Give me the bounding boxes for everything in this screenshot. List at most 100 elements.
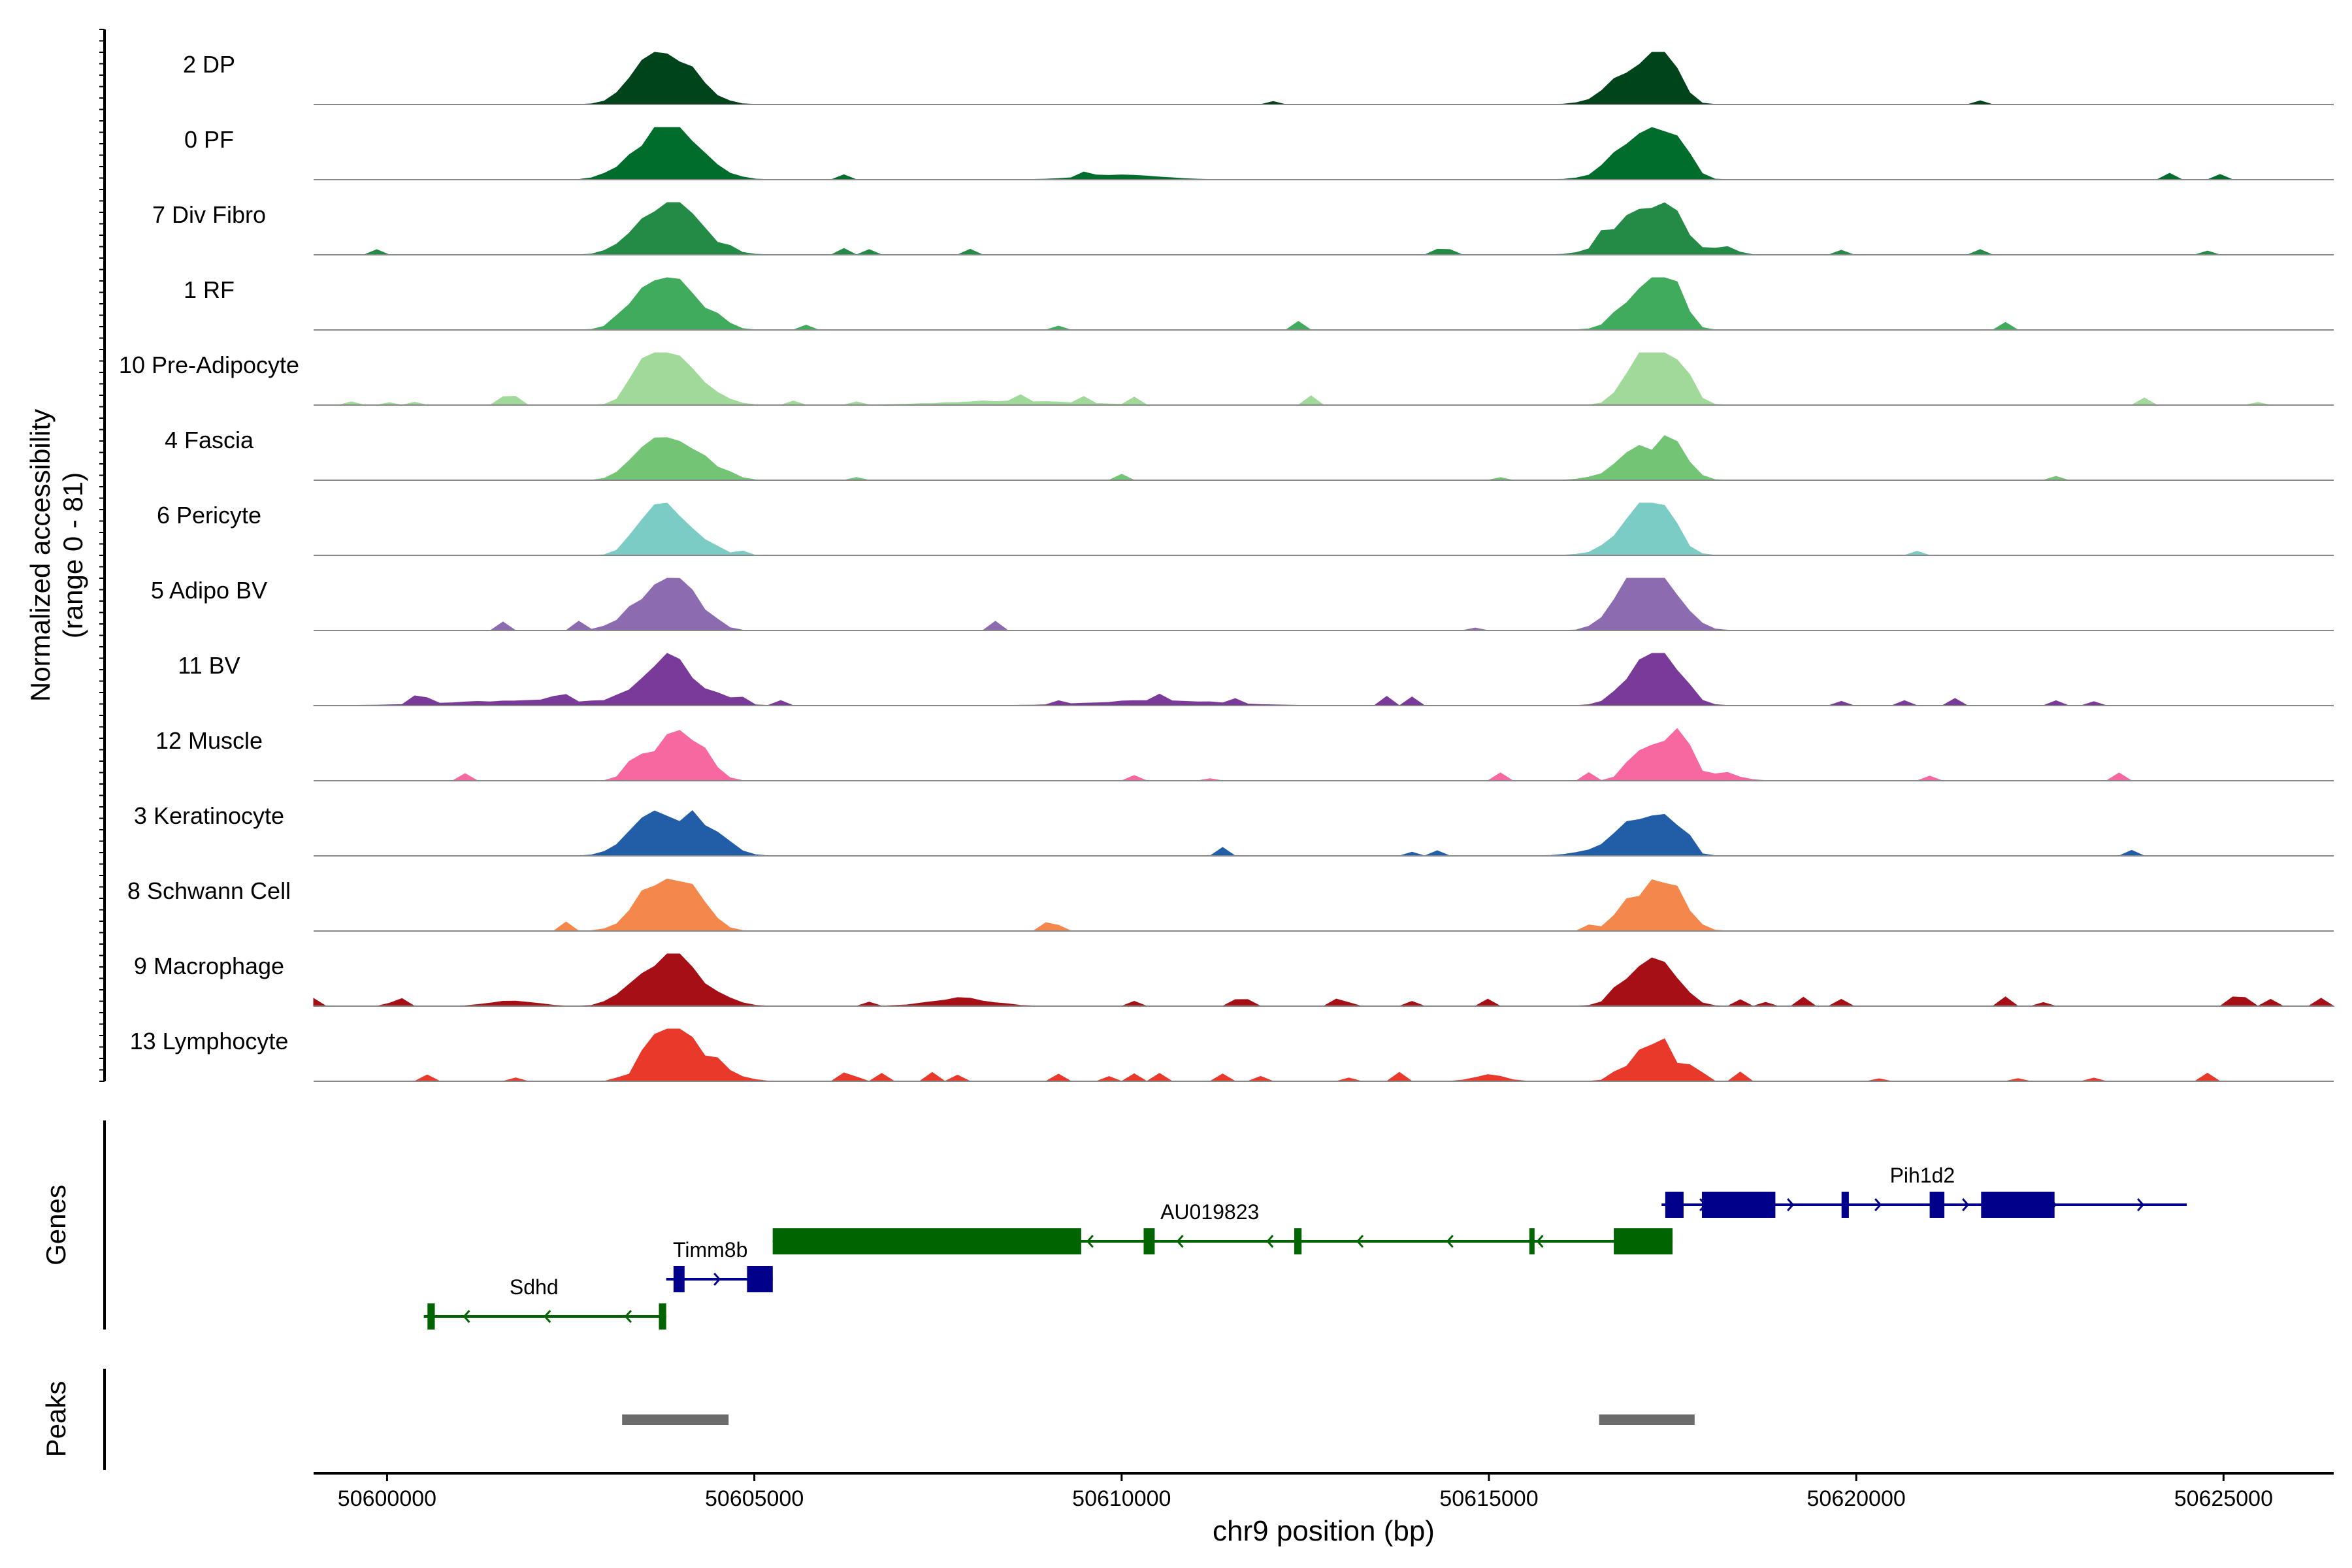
x-ticks: 50600000 50605000 50610000 50615000 50620000… — [338, 1473, 2273, 1511]
coverage-area — [314, 578, 2334, 631]
x-tick-label: 50600000 — [338, 1486, 436, 1511]
coverage-track: 6 Pericyte — [157, 502, 2334, 556]
x-axis: 50600000 50605000 50610000 50615000 50620000… — [314, 1472, 2334, 1547]
track-label: 3 Keratinocyte — [134, 802, 284, 829]
gene-exon — [1929, 1192, 1945, 1218]
strand-arrow — [544, 1310, 551, 1323]
strand-arrow — [1536, 1235, 1544, 1248]
track-label: 4 Fascia — [165, 427, 254, 453]
gene-exon — [673, 1266, 685, 1292]
coverage-y-ticks — [99, 29, 105, 1082]
coverage-track: 9 Macrophage — [134, 953, 2335, 1007]
coverage-area — [314, 127, 2334, 180]
coverage-area — [314, 277, 2334, 331]
coverage-area — [314, 878, 2334, 932]
coverage-area — [313, 953, 2335, 1007]
coverage-track: 10 Pre-Adipocyte — [119, 351, 2334, 406]
coverage-panel: Normalized accessibility (range 0 - 81) … — [25, 29, 2335, 1082]
gene-exon — [747, 1266, 773, 1292]
coverage-track: 7 Div Fibro — [152, 201, 2334, 255]
coverage-area — [314, 502, 2334, 556]
strand-arrow — [1266, 1235, 1274, 1248]
track-label: 13 Lymphocyte — [130, 1028, 289, 1054]
coverage-area — [314, 728, 2334, 781]
coverage-area — [313, 653, 2334, 706]
track-label: 2 DP — [183, 51, 235, 78]
strand-arrow — [1356, 1235, 1364, 1248]
gene-exon — [1702, 1192, 1776, 1218]
genes-panel-label: Genes — [41, 1184, 71, 1266]
track-label: 5 Adipo BV — [151, 577, 267, 604]
strand-arrow — [1962, 1198, 1970, 1211]
gene-models: Sdhd Timm8b AU019823 Pih1d2 — [423, 1164, 2187, 1330]
y-axis-label-range: (range 0 - 81) — [57, 472, 88, 638]
coverage-track: 13 Lymphocyte — [130, 1028, 2334, 1082]
track-label: 0 PF — [184, 126, 234, 153]
x-tick-label: 50605000 — [705, 1486, 804, 1511]
peak-region-bar — [1599, 1414, 1695, 1425]
strand-arrow — [1446, 1235, 1454, 1248]
coverage-track: 5 Adipo BV — [151, 577, 2334, 631]
coverage-track: 1 RF — [184, 276, 2334, 331]
x-tick-label: 50610000 — [1072, 1486, 1171, 1511]
gene-label: Pih1d2 — [1890, 1164, 1955, 1187]
coverage-area — [314, 434, 2334, 481]
gene-exon — [1614, 1228, 1673, 1254]
coverage-area — [314, 52, 2334, 105]
track-label: 9 Macrophage — [134, 953, 284, 979]
coverage-track: 2 DP — [183, 51, 2334, 105]
x-tick-label: 50620000 — [1807, 1486, 1906, 1511]
track-label: 1 RF — [184, 276, 235, 303]
coverage-track: 4 Fascia — [165, 427, 2334, 481]
x-axis-label: chr9 position (bp) — [1213, 1515, 1435, 1547]
gene-model: Timm8b — [666, 1238, 773, 1292]
track-label: 12 Muscle — [155, 727, 263, 754]
coverage-track: 3 Keratinocyte — [134, 802, 2334, 857]
strand-arrow — [624, 1310, 632, 1323]
peaks-panel-label: Peaks — [41, 1381, 71, 1458]
gene-label: AU019823 — [1160, 1200, 1259, 1224]
gene-exon — [1529, 1228, 1535, 1254]
track-label: 11 BV — [178, 652, 240, 679]
gene-exon — [1143, 1228, 1155, 1254]
strand-arrow — [463, 1310, 470, 1323]
gene-model: Pih1d2 — [1661, 1164, 2187, 1218]
strand-arrow — [713, 1273, 721, 1286]
gene-model: Sdhd — [423, 1275, 666, 1330]
track-label: 10 Pre-Adipocyte — [119, 351, 299, 378]
gene-exon — [659, 1303, 666, 1330]
coverage-area — [314, 1028, 2334, 1082]
coverage-track: 12 Muscle — [155, 727, 2334, 781]
gene-model: AU019823 — [772, 1200, 1673, 1254]
y-axis-label: Normalized accessibility — [25, 409, 56, 702]
gene-exon — [1841, 1192, 1849, 1218]
peak-bars — [622, 1414, 1695, 1425]
coverage-track: 8 Schwann Cell — [127, 877, 2334, 932]
gene-exon — [772, 1228, 1081, 1254]
track-label: 7 Div Fibro — [152, 201, 266, 228]
coverage-track: 11 BV — [178, 652, 2334, 706]
coverage-tracks: 2 DP 0 PF 7 Div Fibro 1 RF 10 Pre-Adipocyte 4… — [119, 51, 2335, 1082]
x-tick-label: 50625000 — [2174, 1486, 2273, 1511]
gene-exon — [1981, 1192, 2055, 1218]
gene-label: Sdhd — [510, 1275, 559, 1299]
gene-exon — [427, 1303, 435, 1330]
track-label: 8 Schwann Cell — [127, 877, 291, 904]
coverage-area — [314, 202, 2334, 255]
coverage-track: 0 PF — [184, 126, 2334, 180]
strand-arrow — [1176, 1235, 1184, 1248]
strand-arrow — [1787, 1198, 1795, 1211]
peaks-panel: Peaks — [41, 1369, 1695, 1470]
x-tick-label: 50615000 — [1439, 1486, 1538, 1511]
track-label: 6 Pericyte — [157, 502, 261, 529]
coverage-area — [314, 809, 2334, 857]
genes-panel: Genes Sdhd Timm8b AU019823 Pih1d2 — [41, 1120, 2187, 1330]
strand-arrow — [1874, 1198, 1882, 1211]
coverage-area — [314, 352, 2334, 406]
peak-region-bar — [622, 1414, 729, 1425]
gene-label: Timm8b — [673, 1238, 747, 1262]
strand-arrow — [1086, 1235, 1094, 1248]
gene-exon — [1665, 1192, 1684, 1218]
strand-arrow — [2137, 1198, 2145, 1211]
